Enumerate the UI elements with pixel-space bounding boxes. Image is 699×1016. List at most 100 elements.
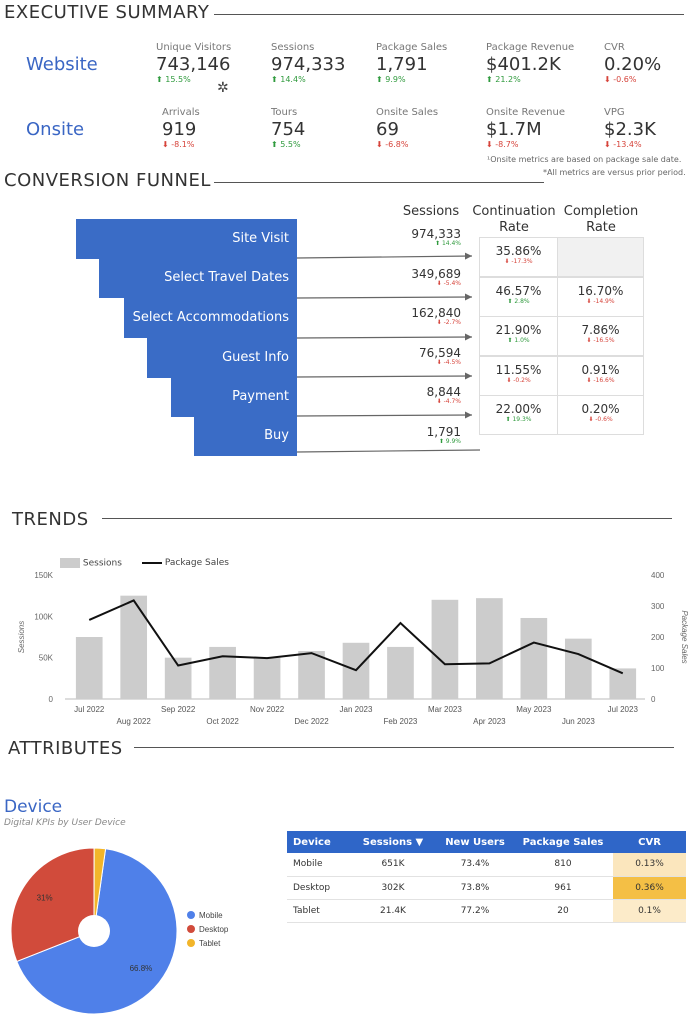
onsite-kpi-label: Onsite Sales [376,107,439,118]
completion-rate-cell: 0.20% ⬇ -0.6% [557,395,644,435]
funnel-sessions-change-value: 14.4% [441,240,461,247]
sessions-bar[interactable] [431,599,459,699]
y-tick-label: 150K [34,571,53,580]
y2-axis-title: Package Sales [680,610,689,663]
comparison-footnote: *All metrics are versus prior period. [543,168,686,177]
device-col-cvr[interactable]: CVR [613,831,686,853]
funnel-sessions-value: 8,844 [426,385,461,399]
website-kpi-value: 974,333 [271,54,346,75]
website-kpi-value: 1,791 [376,54,428,75]
funnel-step: Select Accommodations [124,298,297,338]
x-tick-label: Oct 2022 [206,717,239,726]
device-table-row[interactable]: Mobile 651K 73.4% 810 0.13% [287,853,686,877]
website-kpi: Sessions 974,333 ⬆ 14.4% [271,42,345,84]
arrow-up-icon: ⬆ [505,416,513,423]
y2-tick-label: 0 [651,695,656,704]
onsite-kpi-label: Arrivals [162,107,200,118]
exec-summary-divider [214,14,684,15]
arrow-down-icon: ⬇ [604,75,614,84]
sessions-cell: 21.4K [349,899,437,923]
funnel-step-sessions: 76,594 ⬇ -4.5% [391,346,461,366]
x-tick-label: Nov 2022 [250,705,285,714]
sessions-bar[interactable] [387,646,414,699]
completion-rate-change: ⬇ -16.5% [558,337,643,344]
pie-legend-label: Mobile [199,911,223,920]
funnel-step: Select Travel Dates [99,258,297,298]
cvr-cell: 0.13% [613,853,686,877]
sessions-bar[interactable] [209,646,236,699]
sessions-bar[interactable] [75,637,103,699]
y-tick-label: 0 [49,695,54,704]
funnel-step: Site Visit [76,219,297,259]
onsite-label: Onsite [26,119,85,140]
arrow-down-icon: ⬇ [162,140,172,149]
website-kpi-change-value: -0.6% [613,75,637,84]
continuation-rate-value: 21.90% [495,323,542,337]
device-cell: Tablet [287,899,349,923]
completion-rate-change: ⬇ -16.6% [558,377,643,384]
website-kpi-change: ⬆ 21.2% [486,75,574,84]
package-sales-line[interactable] [88,599,624,675]
sessions-bar[interactable] [609,668,637,699]
package-sales-cell: 810 [513,853,613,877]
arrow-up-icon: ⬆ [486,75,496,84]
x-tick-label: Sep 2022 [161,705,196,714]
legend-sessions: Sessions [60,558,122,569]
device-col-sessions[interactable]: Sessions ▼ [349,831,437,853]
website-kpi-label: Package Revenue [486,42,575,53]
completion-rate-value: 7.86% [581,323,620,337]
continuation-rate-change-value: 19.3% [512,416,532,423]
x-tick-label: Jun 2023 [562,717,595,726]
onsite-kpi-change-value: -8.7% [495,140,519,149]
device-table-row[interactable]: Tablet 21.4K 77.2% 20 0.1% [287,899,686,923]
sessions-bar[interactable] [253,657,281,699]
funnel-arrow [296,372,473,380]
pie-slice[interactable] [10,847,95,963]
pie-slice[interactable] [93,847,107,932]
onsite-kpi: Onsite Revenue $1.7M ⬇ -8.7% [486,107,565,149]
onsite-kpi: VPG $2.3K ⬇ -13.4% [604,107,656,149]
website-label: Website [26,54,98,75]
onsite-kpi-change-value: 5.5% [280,140,301,149]
y-tick-label: 50K [39,654,54,663]
funnel-sessions-value: 1,791 [426,424,461,439]
sessions-cell: 302K [349,876,437,900]
cvr-cell: 0.36% [613,876,686,900]
onsite-kpi-change: ⬇ -8.7% [486,140,565,149]
y2-tick-label: 400 [651,571,665,580]
arrow-down-icon: ⬇ [586,337,594,344]
x-tick-label: Mar 2023 [428,705,462,714]
sessions-bar[interactable] [564,638,592,699]
funnel-title: CONVERSION FUNNEL [4,170,211,191]
funnel-arrows [296,252,481,453]
onsite-kpi-change-value: -8.1% [171,140,195,149]
device-table-row[interactable]: Desktop 302K 73.8% 961 0.36% [287,876,686,900]
arrow-down-icon: ⬇ [436,279,444,287]
onsite-kpi-change: ⬆ 5.5% [271,140,305,149]
trends-chart: 0 50K 100K 150K 0 100 200 300 400 Sessions Package… [17,571,689,726]
device-col-package-sales[interactable]: Package Sales [513,831,613,853]
sessions-bar[interactable] [298,651,325,699]
y2-tick-label: 200 [651,633,665,642]
funnel-sessions-change: ⬇ -4.7% [391,398,461,405]
funnel-sessions-change-value: -5.4% [443,279,461,287]
x-tick-label: Jan 2023 [340,705,373,714]
x-tick-label: Aug 2022 [117,717,152,726]
website-kpi: Package Sales 1,791 ⬆ 9.9% [376,42,447,84]
continuation-rate-change-value: 1.0% [514,337,530,344]
sessions-bar[interactable] [520,617,548,699]
device-col-new-users[interactable]: New Users [437,831,513,853]
cvr-cell: 0.1% [613,899,686,923]
device-col-device[interactable]: Device [287,831,349,853]
sessions-bar[interactable] [120,595,148,699]
x-tick-label: Jul 2022 [74,705,105,714]
website-kpi-change-value: 21.2% [495,75,521,84]
sessions-bar[interactable] [476,598,503,699]
funnel-step-sessions: 8,844 ⬇ -4.7% [391,385,461,405]
funnel-header-continuation: Continuation Rate [472,204,556,235]
completion-rate-change-value: -0.6% [595,416,613,423]
y2-tick-label: 100 [651,664,665,673]
website-kpi-change: ⬆ 15.5% [156,75,231,84]
onsite-footnote: ¹Onsite metrics are based on package sal… [487,155,682,164]
new-users-cell: 77.2% [437,899,513,923]
